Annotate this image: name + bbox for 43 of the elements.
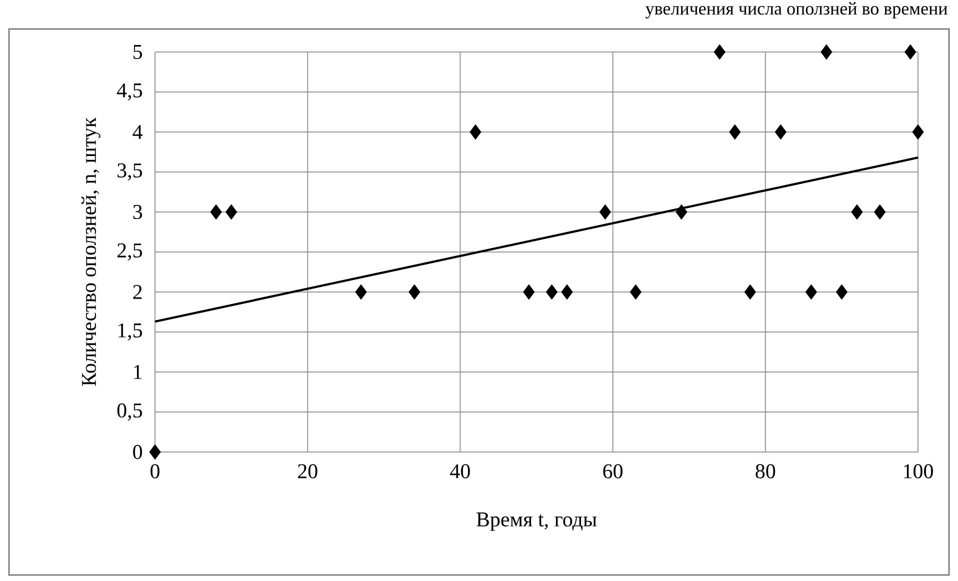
y-tick-label: 3 [133, 204, 142, 220]
y-axis-title: Количество оползней, n, штук [81, 117, 100, 386]
point [630, 284, 642, 300]
y-tick-label: 1 [134, 365, 142, 379]
point [912, 124, 924, 140]
point [714, 44, 726, 60]
y-tick-label: 0 [133, 444, 142, 460]
x-tick-label: 100 [904, 464, 933, 478]
y-tick-label: 1,5 [118, 323, 142, 341]
point [874, 204, 886, 220]
y-tick-label: 0,5 [117, 403, 142, 421]
chart-title: увеличения числа оползней во времени [646, 2, 948, 18]
x-tick-label: 20 [298, 464, 318, 478]
x-axis-title: Время t, годы [476, 512, 597, 531]
y-tick-label: 4,5 [116, 83, 142, 101]
y-tick-label: 2,5 [117, 243, 142, 261]
point [599, 204, 612, 220]
point [836, 284, 848, 300]
point [561, 284, 573, 300]
point [523, 284, 535, 300]
point [546, 284, 558, 300]
point [149, 444, 161, 460]
point [225, 204, 238, 220]
point [729, 124, 741, 140]
point [820, 44, 832, 60]
x-tick-label: 80 [756, 464, 776, 478]
point [676, 204, 688, 220]
y-tick-label: 2 [133, 285, 142, 299]
y-tick-label: 3,5 [118, 163, 142, 181]
point [744, 284, 756, 300]
y-tick-label: 4 [132, 125, 142, 139]
x-tick-label: 40 [450, 464, 470, 478]
point [774, 124, 786, 140]
point [408, 284, 420, 300]
point [355, 284, 367, 300]
x-tick-label: 0 [150, 464, 160, 478]
x-tick-label: 60 [603, 464, 623, 478]
point [904, 44, 916, 60]
point [851, 204, 863, 220]
point [805, 284, 818, 300]
point [210, 204, 222, 220]
point [470, 124, 482, 140]
y-tick-label: 5 [134, 45, 142, 59]
